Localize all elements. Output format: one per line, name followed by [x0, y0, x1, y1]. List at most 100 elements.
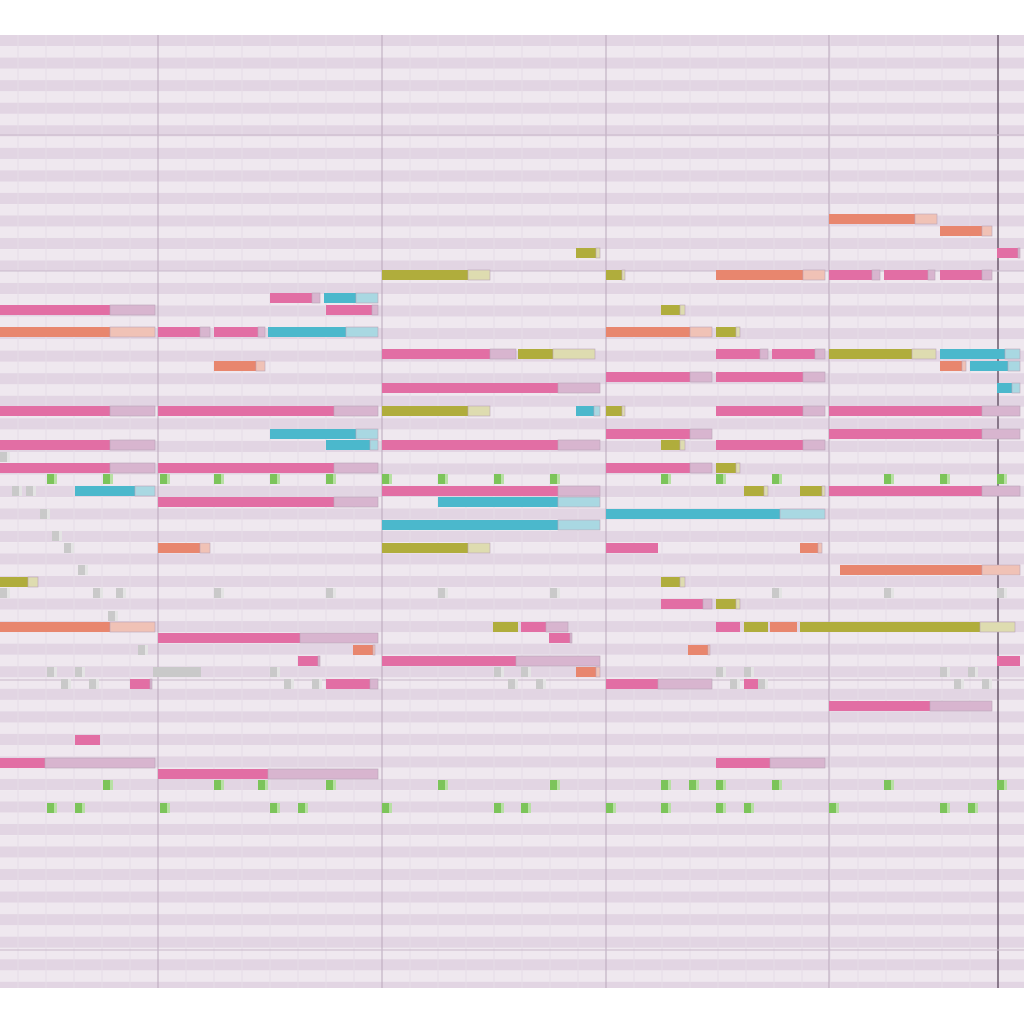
small-note-tail: [389, 803, 392, 813]
note: [716, 270, 803, 280]
small-note-tail: [96, 679, 99, 689]
note: [158, 769, 268, 779]
note: [829, 701, 930, 711]
row: [0, 778, 1024, 791]
small-note: [982, 679, 991, 689]
note: [270, 429, 356, 439]
small-note: [26, 486, 35, 496]
note: [382, 440, 558, 450]
note: [0, 406, 110, 416]
small-note-tail: [7, 452, 10, 462]
note: [744, 679, 768, 689]
row: [0, 249, 1024, 261]
note-tail: [735, 326, 741, 338]
note: [0, 305, 110, 315]
small-note: [550, 780, 559, 790]
small-note: [536, 679, 545, 689]
row: [0, 925, 1024, 937]
small-note: [997, 780, 1006, 790]
note: [382, 349, 490, 359]
note-tail: [702, 598, 713, 610]
small-note: [214, 588, 223, 598]
small-note: [108, 611, 117, 621]
row: [0, 170, 1024, 182]
note-tail: [333, 462, 379, 474]
note-tail: [735, 598, 741, 610]
small-note: [326, 780, 335, 790]
note: [606, 429, 690, 439]
note-tail: [44, 757, 156, 769]
row: [0, 463, 1024, 475]
note: [382, 406, 468, 416]
row: [0, 418, 1024, 430]
small-note-tail: [751, 803, 754, 813]
note: [829, 270, 872, 280]
row: [0, 406, 1024, 419]
note: [158, 497, 334, 507]
note: [158, 633, 300, 643]
row: [0, 947, 1024, 960]
small-note: [47, 474, 56, 484]
note-tail: [109, 439, 156, 451]
small-note: [312, 679, 321, 689]
row: [0, 812, 1024, 824]
notes: [0, 213, 1021, 813]
note-tail: [1017, 247, 1021, 259]
note-tail: [981, 269, 993, 281]
note: [606, 463, 690, 473]
note-tail: [821, 485, 826, 497]
row: [0, 643, 1024, 655]
small-note-tail: [110, 780, 113, 790]
small-note: [214, 474, 223, 484]
note-tail: [763, 485, 769, 497]
note: [268, 327, 346, 337]
small-note: [75, 803, 84, 813]
note: [606, 327, 690, 337]
note-tail: [961, 360, 967, 372]
row: [0, 801, 1024, 813]
small-note-tail: [54, 803, 57, 813]
note-tail: [109, 326, 156, 338]
small-note: [829, 803, 838, 813]
small-note-tail: [723, 474, 726, 484]
note-tail: [369, 678, 379, 690]
small-note: [997, 474, 1006, 484]
note-tail: [657, 678, 713, 690]
small-note: [138, 645, 147, 655]
row: [0, 68, 1024, 81]
note-tail: [679, 576, 686, 588]
note-tail: [552, 348, 596, 360]
note: [940, 349, 1005, 359]
note: [800, 622, 980, 632]
small-note: [940, 803, 949, 813]
note: [997, 383, 1012, 393]
row: [0, 125, 1024, 137]
small-note-tail: [515, 679, 518, 689]
small-note: [508, 679, 517, 689]
small-note-tail: [145, 645, 148, 655]
note: [75, 486, 135, 496]
note: [521, 622, 546, 632]
note: [438, 497, 558, 507]
note-tail: [199, 542, 211, 554]
small-note: [954, 679, 963, 689]
note: [382, 270, 468, 280]
small-note-tail: [82, 667, 85, 677]
small-note-tail: [71, 543, 74, 553]
small-note: [61, 679, 70, 689]
small-note-tail: [305, 803, 308, 813]
note-tail: [981, 405, 1021, 417]
note-tail: [621, 405, 626, 417]
note: [940, 270, 982, 280]
note-tail: [802, 405, 826, 417]
note-tail: [914, 213, 938, 225]
small-note-tail: [47, 509, 50, 519]
note: [158, 327, 200, 337]
small-note-tail: [891, 588, 894, 598]
small-note-tail: [668, 803, 671, 813]
small-note: [758, 679, 767, 689]
row: [0, 328, 1024, 340]
row: [0, 147, 1024, 159]
note: [382, 520, 558, 530]
row: [0, 271, 1024, 283]
